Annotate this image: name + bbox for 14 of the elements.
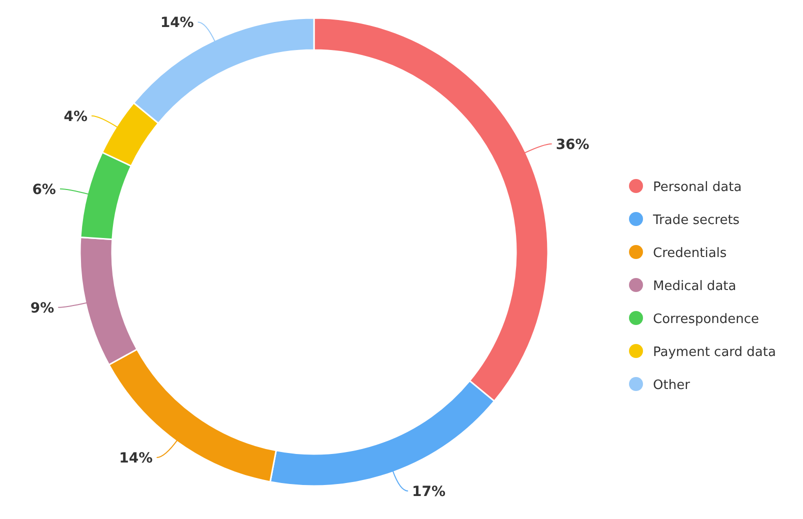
legend-label: Medical data [653,279,736,294]
legend-label: Payment card data [653,345,776,360]
data-label: 14% [160,15,194,32]
data-label: 36% [556,136,590,153]
data-label: 14% [119,450,153,466]
data-label: 4% [64,108,88,125]
data-label: 17% [412,484,446,500]
legend-label: Other [653,378,691,393]
data-label: 9% [30,300,54,316]
legend-label: Correspondence [653,312,760,327]
data-label: 6% [32,182,56,198]
legend-label: Personal data [653,180,742,195]
legend-label: Trade secrets [652,213,740,228]
legend-label: Credentials [653,246,727,261]
